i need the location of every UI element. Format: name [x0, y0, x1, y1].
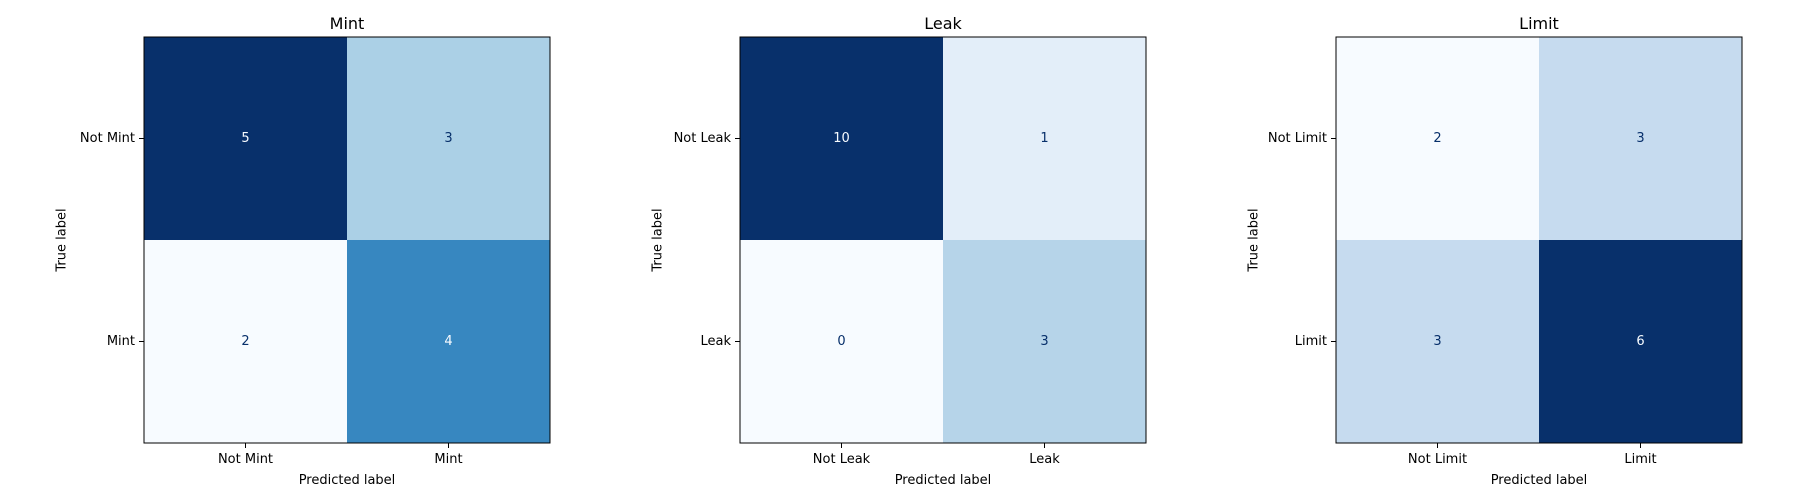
x-tick-label: Mint: [434, 452, 462, 467]
heatmap-cell: [1539, 37, 1742, 240]
heatmap-cell: [943, 37, 1146, 240]
x-axis-label: Predicted label: [895, 473, 992, 488]
plot-frame: [1335, 36, 1743, 444]
x-tick-label: Leak: [1029, 452, 1060, 467]
x-tick-label: Not Leak: [813, 452, 871, 467]
heatmap-cell: [740, 37, 943, 240]
plot-frame: [143, 36, 551, 444]
y-tick-label: Not Leak: [674, 131, 732, 146]
cell-value-label: 3: [1433, 334, 1441, 349]
y-tick-label: Limit: [1295, 334, 1327, 349]
x-tick-label: Not Mint: [218, 452, 273, 467]
heatmap-cell: [144, 240, 347, 443]
y-axis-label: True label: [651, 208, 666, 272]
confusion-matrix-panel: 2 3 3 6 Not Limit Limit Not Limit Limit Predicte…: [1247, 14, 1743, 488]
cell-value-label: 3: [1040, 334, 1048, 349]
cell-value-label: 2: [1433, 131, 1441, 146]
heatmap-cell: [1336, 240, 1539, 443]
cell-value-label: 0: [837, 334, 845, 349]
y-tick-label: Not Limit: [1268, 131, 1327, 146]
chart-title: Mint: [330, 14, 365, 33]
chart-title: Limit: [1519, 14, 1559, 33]
y-tick-label: Mint: [107, 334, 135, 349]
x-axis-label: Predicted label: [1491, 473, 1588, 488]
cell-value-label: 5: [241, 131, 249, 146]
heatmap-cell: [144, 37, 347, 240]
heatmap-cell: [740, 240, 943, 443]
heatmap-cell: [1336, 37, 1539, 240]
plot-frame: [739, 36, 1147, 444]
cell-value-label: 10: [833, 131, 850, 146]
heatmap-cell: [943, 240, 1146, 443]
heatmap-cell: [347, 240, 550, 443]
heatmap-cell: [1539, 240, 1742, 443]
heatmap-cell: [347, 37, 550, 240]
cell-value-label: 1: [1040, 131, 1048, 146]
y-axis-label: True label: [1247, 208, 1262, 272]
cell-value-label: 3: [444, 131, 452, 146]
y-tick-label: Not Mint: [80, 131, 135, 146]
cell-value-label: 4: [444, 334, 452, 349]
cell-value-label: 6: [1636, 334, 1644, 349]
y-tick-label: Leak: [700, 334, 731, 349]
x-tick-label: Not Limit: [1408, 452, 1467, 467]
y-axis-label: True label: [55, 208, 70, 272]
x-axis-label: Predicted label: [299, 473, 396, 488]
cell-value-label: 3: [1636, 131, 1644, 146]
x-tick-label: Limit: [1624, 452, 1656, 467]
cell-value-label: 2: [241, 334, 249, 349]
confusion-matrix-panel: 5 3 2 4 Not Mint Mint Not Mint Mint Predicted la…: [55, 14, 551, 488]
chart-title: Leak: [924, 14, 962, 33]
